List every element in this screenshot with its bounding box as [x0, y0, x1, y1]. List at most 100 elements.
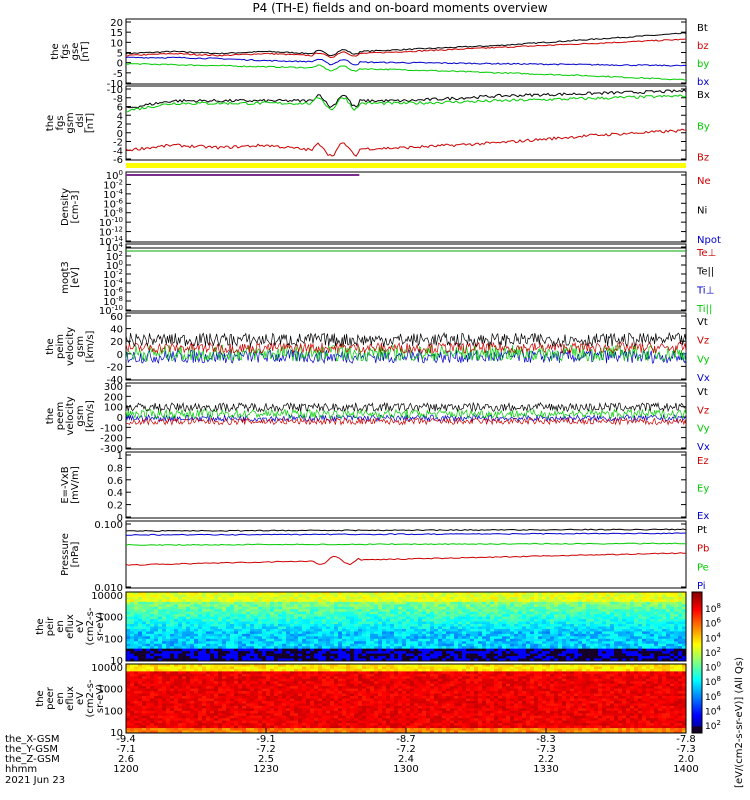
spectro-cell	[406, 631, 411, 635]
spectro-cell	[342, 668, 347, 672]
spectro-cell	[390, 626, 395, 630]
spectro-cell	[478, 641, 483, 645]
spectro-cell	[310, 658, 315, 662]
spectro-cell	[610, 631, 615, 635]
spectro-cell	[562, 592, 567, 595]
spectro-cell	[410, 626, 415, 630]
spectro-cell	[414, 673, 419, 677]
spectro-cell	[202, 616, 207, 620]
spectro-cell	[566, 619, 571, 623]
spectro-cell	[262, 616, 267, 620]
spectro-cell	[298, 673, 303, 677]
spectro-cell	[482, 631, 487, 635]
legend-Bx: Bx	[697, 90, 710, 101]
spectro-cell	[414, 658, 419, 662]
spectro-cell	[370, 592, 375, 595]
spectro-cell	[678, 633, 683, 637]
spectro-cell	[654, 592, 659, 595]
spectro-cell	[534, 609, 539, 613]
spectro-cell	[402, 638, 407, 642]
spectro-cell	[274, 601, 279, 605]
spectro-cell	[662, 596, 667, 600]
spectro-cell	[142, 658, 147, 662]
spectro-cell	[594, 643, 599, 647]
spectro-cell	[170, 651, 175, 655]
spectro-cell	[306, 596, 311, 600]
spectro-cell	[170, 636, 175, 640]
spectro-cell	[326, 641, 331, 645]
spectro-cell	[602, 641, 607, 645]
spectro-cell	[130, 643, 135, 647]
y-label-line: Pressure	[60, 533, 71, 576]
spectro-cell	[290, 671, 295, 675]
spectro-cell	[530, 646, 535, 650]
spectro-cell	[182, 606, 187, 610]
spectro-cell	[606, 624, 611, 627]
spectro-cell	[190, 619, 195, 623]
spectro-cell	[646, 621, 651, 625]
spectro-cell	[182, 631, 187, 635]
spectro-cell	[458, 643, 463, 647]
spectro-cell	[590, 628, 595, 632]
spectro-cell	[314, 604, 319, 608]
spectro-cell	[158, 604, 163, 608]
spectro-cell	[326, 636, 331, 640]
spectro-cell	[362, 621, 367, 625]
spectro-cell	[194, 633, 199, 637]
spectro-cell	[578, 638, 583, 642]
spectro-cell	[142, 666, 147, 670]
spectro-cell	[414, 666, 419, 670]
spectro-cell	[558, 592, 563, 595]
spectro-cell	[126, 658, 131, 662]
spectro-cell	[554, 616, 559, 620]
spectro-cell	[338, 611, 343, 615]
spectro-cell	[570, 604, 575, 608]
spectro-cell	[370, 673, 375, 677]
spectro-cell	[306, 638, 311, 642]
spectro-cell	[238, 636, 243, 640]
spectro-cell	[458, 653, 463, 657]
spectro-cell	[658, 653, 663, 657]
spectro-cell	[434, 664, 439, 667]
spectro-cell	[398, 671, 403, 675]
spectro-cell	[474, 646, 479, 650]
spectro-cell	[214, 668, 219, 672]
spectro-cell	[370, 621, 375, 625]
spectro-cell	[134, 614, 139, 618]
spectro-cell	[530, 668, 535, 672]
spectro-cell	[538, 611, 543, 615]
spectro-cell	[398, 621, 403, 625]
spectro-cell	[186, 604, 191, 608]
spectro-cell	[194, 651, 199, 655]
spectro-cell	[386, 606, 391, 610]
spectro-cell	[498, 668, 503, 672]
spectro-cell	[462, 673, 467, 677]
spectro-cell	[302, 609, 307, 613]
spectro-cell	[674, 606, 679, 610]
spectro-cell	[318, 621, 323, 625]
spectro-cell	[266, 651, 271, 655]
spectro-cell	[590, 673, 595, 677]
spectro-cell	[282, 673, 287, 677]
spectro-cell	[262, 673, 267, 677]
spectro-cell	[318, 599, 323, 603]
spectro-cell	[458, 611, 463, 615]
spectro-cell	[130, 666, 135, 670]
spectro-cell	[598, 636, 603, 640]
spectro-cell	[566, 658, 571, 662]
spectro-cell	[446, 631, 451, 635]
spectro-cell	[370, 626, 375, 630]
panel-3: 10010-210-410-610-810-1010-1210-14Densit…	[60, 169, 721, 248]
spectro-cell	[494, 668, 499, 672]
spectro-cell	[594, 601, 599, 605]
spectro-cell	[150, 658, 155, 662]
spectro-cell	[478, 666, 483, 670]
spectro-cell	[150, 676, 155, 680]
spectro-cell	[522, 626, 527, 630]
spectro-cell	[414, 668, 419, 672]
spectro-cell	[554, 641, 559, 645]
spectro-cell	[502, 624, 507, 627]
spectro-cell	[490, 668, 495, 672]
spectro-cell	[174, 628, 179, 632]
